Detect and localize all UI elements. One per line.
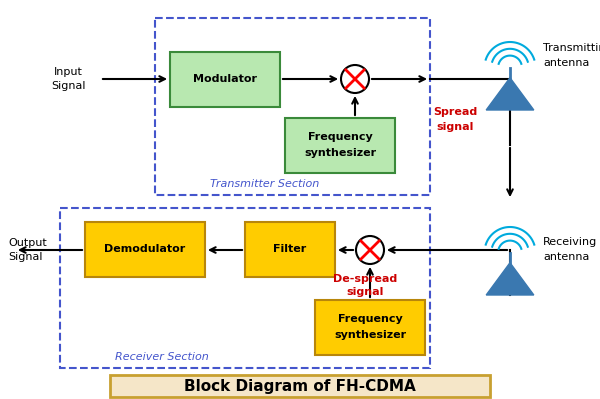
Text: Frequency: Frequency [338, 314, 403, 324]
Text: Receiver Section: Receiver Section [115, 352, 209, 362]
Text: Output: Output [8, 238, 47, 248]
Text: Signal: Signal [51, 81, 85, 91]
Circle shape [341, 65, 369, 93]
Text: Modulator: Modulator [193, 75, 257, 85]
Bar [315, 300, 425, 355]
Text: De-spread: De-spread [333, 274, 397, 284]
Text: Receiving: Receiving [543, 237, 597, 247]
Text: synthesizer: synthesizer [334, 330, 406, 340]
Bar [60, 208, 430, 368]
Text: Demodulator: Demodulator [104, 245, 185, 255]
Bar [285, 118, 395, 173]
Text: synthesizer: synthesizer [304, 148, 376, 158]
Text: Filter: Filter [274, 245, 307, 255]
Text: antenna: antenna [543, 252, 589, 262]
Bar [245, 222, 335, 277]
Text: Transmitter Section: Transmitter Section [210, 179, 319, 189]
Circle shape [356, 236, 384, 264]
Text: Block Diagram of FH-CDMA: Block Diagram of FH-CDMA [184, 379, 416, 393]
Bar [85, 222, 205, 277]
Polygon shape [486, 78, 534, 110]
Text: Transmitting: Transmitting [543, 43, 600, 53]
Text: Signal: Signal [8, 252, 43, 262]
Text: signal: signal [436, 122, 473, 132]
Text: antenna: antenna [543, 58, 589, 68]
Text: signal: signal [346, 287, 383, 297]
Text: Frequency: Frequency [308, 132, 373, 142]
Text: Spread: Spread [433, 107, 477, 117]
Polygon shape [486, 263, 534, 295]
Text: Input: Input [53, 67, 82, 77]
Bar [170, 52, 280, 107]
Bar [155, 18, 430, 195]
Bar [110, 375, 490, 397]
